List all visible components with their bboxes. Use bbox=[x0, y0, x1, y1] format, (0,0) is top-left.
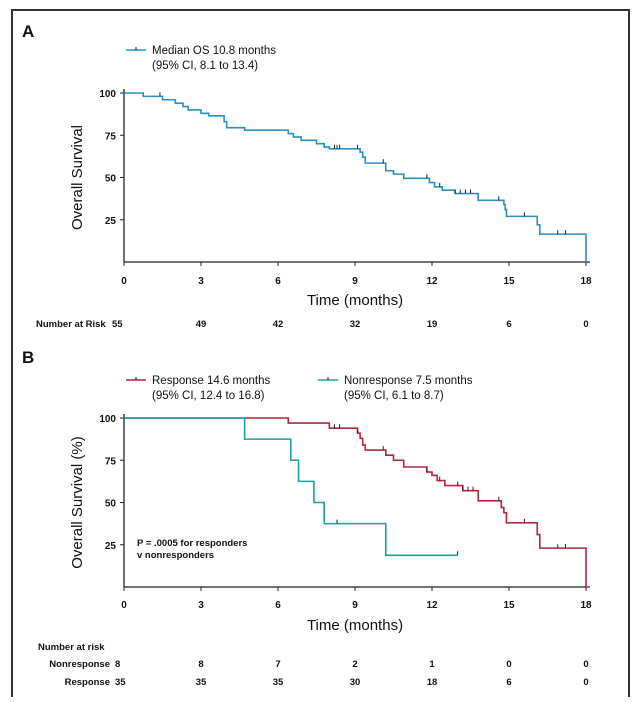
risk-value: 0 bbox=[506, 659, 511, 670]
x-tick-label: 15 bbox=[503, 600, 515, 611]
p-value-annotation: P = .0005 for responders bbox=[137, 538, 247, 549]
panel-label: B bbox=[22, 348, 34, 367]
x-tick-label: 3 bbox=[198, 600, 204, 611]
risk-value: 0 bbox=[583, 677, 588, 688]
x-tick-label: 6 bbox=[275, 600, 281, 611]
risk-value: 6 bbox=[506, 677, 511, 688]
risk-value: 6 bbox=[506, 319, 511, 330]
x-tick-label: 0 bbox=[121, 276, 127, 287]
y-tick-label: 100 bbox=[99, 89, 116, 100]
panel-a: A 0 3 6 9 12 15 18 25 50 75 100 Time (months) Overall… bbox=[22, 22, 592, 330]
survival-curve-0 bbox=[124, 92, 587, 262]
risk-value: 35 bbox=[196, 677, 207, 688]
legend-label: Nonresponse 7.5 months bbox=[344, 375, 473, 387]
risk-value: 49 bbox=[196, 319, 207, 330]
legend-label: Median OS 10.8 months bbox=[152, 45, 276, 57]
x-tick-label: 12 bbox=[426, 276, 438, 287]
risk-value: 35 bbox=[115, 677, 126, 688]
risk-value: 30 bbox=[350, 677, 361, 688]
x-axis-label: Time (months) bbox=[307, 292, 403, 309]
panel-label: A bbox=[22, 22, 34, 41]
legend-ci: (95% CI, 6.1 to 8.7) bbox=[344, 390, 444, 402]
risk-value: 32 bbox=[350, 319, 361, 330]
legend-ci: (95% CI, 8.1 to 13.4) bbox=[152, 60, 258, 72]
risk-value: 2 bbox=[352, 659, 357, 670]
x-tick-label: 9 bbox=[352, 600, 358, 611]
risk-value: 35 bbox=[273, 677, 284, 688]
x-tick-label: 3 bbox=[198, 276, 204, 287]
risk-value: 19 bbox=[427, 319, 438, 330]
risk-value: 8 bbox=[115, 659, 120, 670]
risk-value: 7 bbox=[275, 659, 280, 670]
risk-value: 42 bbox=[273, 319, 284, 330]
risk-table-title: Number at Risk bbox=[36, 319, 106, 330]
legend-label: Response 14.6 months bbox=[152, 375, 271, 387]
risk-value: 8 bbox=[198, 659, 203, 670]
y-axis-label: Overall Survival (%) bbox=[69, 436, 86, 569]
y-tick-label: 75 bbox=[105, 131, 117, 142]
x-tick-label: 9 bbox=[352, 276, 358, 287]
risk-table-title: Number at risk bbox=[38, 642, 105, 653]
x-tick-label: 0 bbox=[121, 600, 127, 611]
y-tick-label: 25 bbox=[105, 216, 117, 227]
x-tick-label: 15 bbox=[503, 276, 515, 287]
survival-curve-1 bbox=[124, 417, 458, 557]
risk-value: 0 bbox=[583, 319, 588, 330]
legend-ci: (95% CI, 12.4 to 16.8) bbox=[152, 390, 265, 402]
p-value-annotation-line2: v nonresponders bbox=[137, 550, 214, 561]
risk-row-label: Nonresponse bbox=[49, 659, 110, 670]
x-tick-label: 6 bbox=[275, 276, 281, 287]
x-tick-label: 18 bbox=[580, 600, 592, 611]
risk-value: 18 bbox=[427, 677, 438, 688]
risk-value: 1 bbox=[429, 659, 435, 670]
risk-value: 0 bbox=[583, 659, 588, 670]
figure-frame bbox=[11, 9, 630, 702]
x-tick-label: 18 bbox=[580, 276, 592, 287]
x-axis-label: Time (months) bbox=[307, 617, 403, 634]
x-tick-label: 12 bbox=[426, 600, 438, 611]
risk-value: 55 bbox=[112, 319, 123, 330]
y-tick-label: 25 bbox=[105, 541, 117, 552]
y-tick-label: 50 bbox=[105, 174, 117, 185]
y-tick-label: 50 bbox=[105, 499, 117, 510]
risk-row-label: Response bbox=[65, 677, 110, 688]
survival-curve-0 bbox=[124, 417, 587, 587]
y-axis-label: Overall Survival bbox=[69, 125, 86, 230]
y-tick-label: 100 bbox=[99, 414, 116, 425]
y-tick-label: 75 bbox=[105, 456, 117, 467]
